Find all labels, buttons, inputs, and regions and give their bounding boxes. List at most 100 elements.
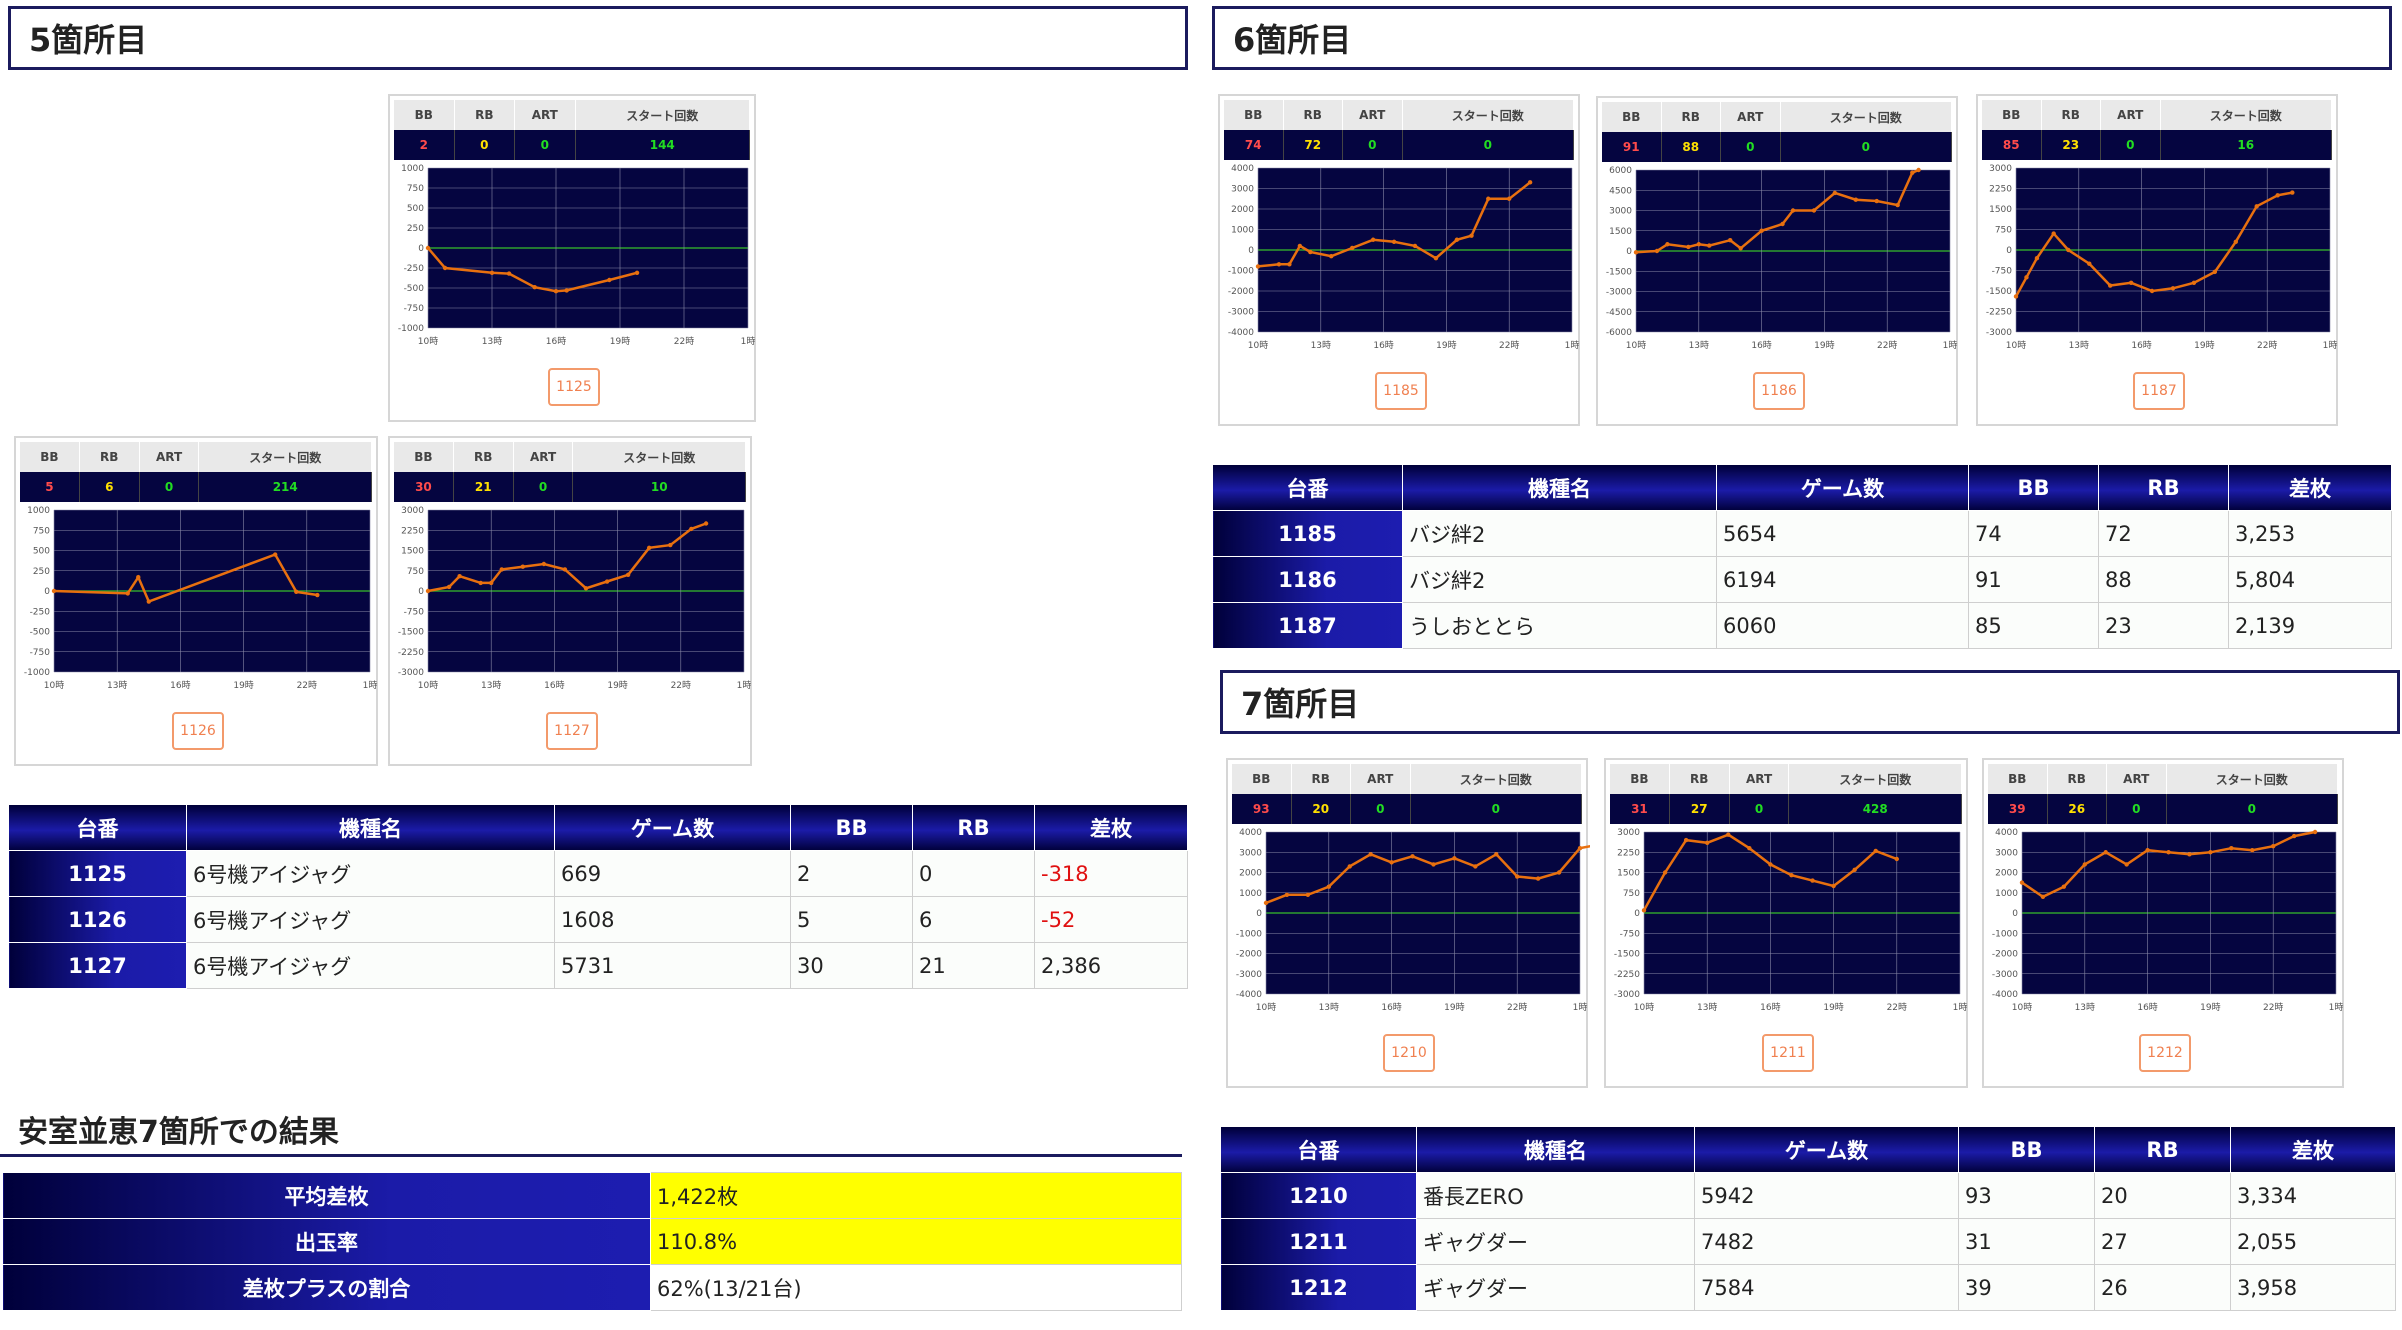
data-point [1276, 262, 1282, 267]
y-tick-label: 2250 [401, 526, 424, 536]
x-tick-label: 22時 [297, 680, 317, 691]
x-tick-label: 13時 [2075, 1002, 2095, 1013]
data-point [2145, 848, 2150, 853]
machine-no[interactable]: 1211 [1220, 1218, 1417, 1265]
data-point [506, 271, 512, 276]
machine-button[interactable]: 1125 [548, 368, 600, 406]
summary-value: 62%(13/21台) [650, 1264, 1182, 1311]
data-point [1654, 248, 1660, 254]
slump-line [1257, 181, 1531, 268]
header-art: ART [1343, 100, 1403, 130]
x-tick-label: 19時 [2200, 1002, 2220, 1013]
y-tick-label: -1500 [398, 628, 424, 638]
col-name: 機種名 [1416, 1126, 1695, 1173]
data-point [604, 579, 610, 584]
x-tick-label: 10時 [44, 680, 64, 691]
data-point [1473, 864, 1478, 869]
data-point [634, 270, 640, 275]
data-point [273, 552, 278, 557]
diff-value: 5,804 [2228, 556, 2392, 603]
header-start: スタート回数 [1789, 764, 1962, 794]
x-tick-label: 22時 [674, 336, 694, 347]
value-start: 0 [2167, 794, 2338, 824]
card-header: BB RB ART スタート回数 [1602, 102, 1952, 132]
card-header: BB RB ART スタート回数 [20, 442, 372, 472]
x-tick-label: 1時 [741, 336, 756, 347]
y-tick-label: -3000 [1606, 288, 1632, 298]
data-point [1494, 852, 1499, 857]
y-tick-label: 750 [1995, 226, 2012, 236]
machine-button[interactable]: 1126 [172, 712, 224, 750]
data-point [51, 588, 57, 594]
data-point [1831, 883, 1836, 889]
machine-button[interactable]: 1211 [1762, 1034, 1814, 1072]
col-rb: RB [2098, 464, 2229, 511]
data-point [1633, 250, 1639, 255]
y-tick-label: 1500 [401, 547, 424, 557]
slump-graph: 3000 2250 1500 750 0 -750 -1500 -2250 -3000 10時 13… [1986, 164, 2338, 351]
header-art: ART [514, 442, 574, 472]
machine-button[interactable]: 1186 [1753, 372, 1805, 410]
rb-count: 72 [2098, 510, 2229, 557]
data-point [1852, 867, 1857, 872]
machine-table-5: 台番 機種名 ゲーム数 BB RB 差枚 1125 6号機アイジャグ 669 2 0 -3… [8, 804, 1188, 989]
header-rb: RB [454, 442, 514, 472]
machine-button[interactable]: 1127 [546, 712, 598, 750]
rb-count: 23 [2098, 602, 2229, 649]
data-point [1326, 884, 1331, 889]
machine-no[interactable]: 1186 [1212, 556, 1403, 603]
data-point [2066, 247, 2071, 253]
data-point [1469, 233, 1474, 238]
data-point [2271, 843, 2276, 849]
y-tick-label: -2250 [1986, 308, 2012, 318]
table-row: 1210 番長ZERO 5942 93 20 3,334 [1220, 1172, 2396, 1219]
machine-button[interactable]: 1187 [2133, 372, 2185, 410]
header-bb: BB [1224, 100, 1284, 130]
machine-name: バジ絆2 [1402, 556, 1717, 603]
table-row: 1127 6号機アイジャグ 5731 30 21 2,386 [8, 942, 1188, 989]
machine-no[interactable]: 1125 [8, 850, 187, 897]
value-bb: 30 [394, 472, 454, 502]
summary-label: 平均差枚 [2, 1172, 651, 1219]
machine-button[interactable]: 1185 [1375, 372, 1427, 410]
machine-no[interactable]: 1185 [1212, 510, 1403, 557]
value-bb: 91 [1602, 132, 1662, 162]
header-art: ART [515, 100, 576, 130]
data-point [1874, 198, 1879, 204]
y-tick-label: -3000 [1236, 970, 1262, 980]
y-tick-label: -250 [404, 264, 425, 274]
table-row: 1187 うしおととら 6060 85 23 2,139 [1212, 602, 2392, 649]
machine-button[interactable]: 1212 [2139, 1034, 2191, 1072]
slump-line [1635, 168, 1920, 254]
header-start: スタート回数 [1411, 764, 1582, 794]
data-point [1832, 190, 1838, 196]
data-point [1705, 840, 1710, 845]
data-point [553, 289, 559, 294]
machine-button[interactable]: 1210 [1383, 1034, 1435, 1072]
y-tick-label: 2000 [1231, 205, 1254, 215]
diff-value: 3,334 [2230, 1172, 2396, 1219]
value-bb: 74 [1224, 130, 1284, 160]
machine-no[interactable]: 1126 [8, 896, 187, 943]
data-point [1308, 249, 1313, 255]
machine-no[interactable]: 1212 [1220, 1264, 1417, 1311]
data-point [2291, 833, 2297, 839]
data-point [1329, 253, 1334, 259]
machine-no[interactable]: 1210 [1220, 1172, 1417, 1219]
data-point [1895, 202, 1900, 208]
slump-graph: 4000 3000 2000 1000 0 -1000 -2000 -3000 -4000 10時… [1992, 828, 2344, 1013]
machine-no[interactable]: 1187 [1212, 602, 1403, 649]
x-tick-label: 10時 [2012, 1002, 2032, 1013]
col-bb: BB [1958, 1126, 2095, 1173]
x-tick-label: 16時 [546, 336, 566, 347]
section-title-6: 6箇所目 [1212, 6, 2392, 70]
y-tick-label: 3000 [1231, 185, 1254, 195]
bb-count: 91 [1968, 556, 2099, 603]
y-tick-label: 750 [407, 567, 424, 577]
y-tick-label: -1500 [1606, 267, 1632, 277]
y-tick-label: -3000 [1614, 990, 1640, 1000]
data-point [668, 542, 673, 548]
x-tick-label: 10時 [2006, 340, 2026, 351]
machine-no[interactable]: 1127 [8, 942, 187, 989]
y-tick-label: -1000 [1992, 929, 2018, 939]
